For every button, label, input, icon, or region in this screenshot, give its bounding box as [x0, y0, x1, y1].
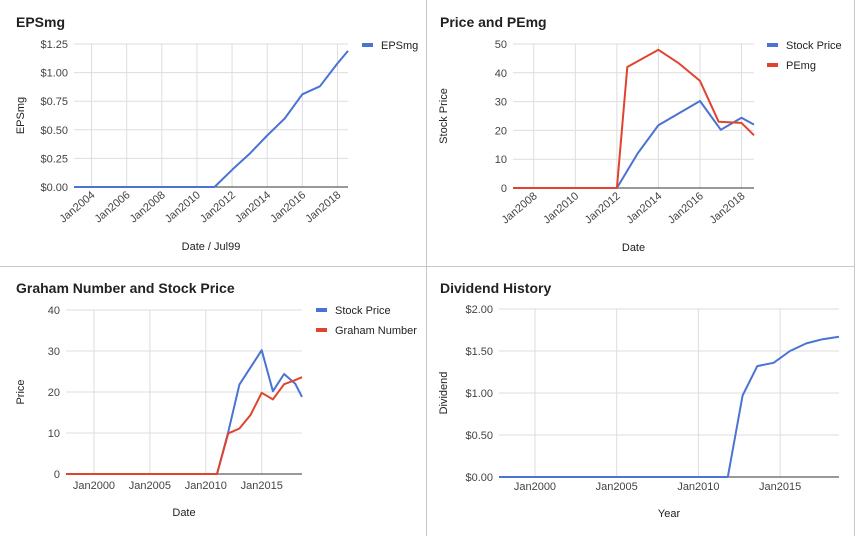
y-tick-label: 0: [54, 469, 60, 481]
x-tick-label: Jan2000: [73, 480, 115, 492]
y-tick-label: 30: [48, 346, 60, 358]
x-tick-label: Jan2014: [624, 190, 664, 226]
x-tick-label: Jan2012: [583, 190, 623, 226]
graham-number-chart-panel: Graham Number and Stock Price 0 10 20 30 40 Ja…: [0, 268, 427, 536]
legend-item[interactable]: Stock Price: [316, 305, 391, 317]
price-pemg-chart-panel: Price and PEmg 0 10 20 30 40 50 Jan2008 Jan2010 J…: [427, 0, 854, 268]
x-axis-title: Date: [172, 507, 195, 519]
y-tick-label: $0.00: [465, 472, 493, 484]
legend-item[interactable]: PEmg: [767, 60, 816, 72]
y-tick-label: $1.50: [465, 346, 493, 358]
y-tick-label: $0.25: [40, 153, 68, 165]
series-line-pemg: [513, 48, 755, 189]
y-tick-label: $0.50: [465, 430, 493, 442]
x-tick-label: Jan2016: [268, 189, 308, 225]
legend-swatch: [767, 43, 778, 47]
y-tick-label: $0.75: [40, 96, 68, 108]
legend-item[interactable]: Graham Number: [316, 325, 417, 337]
x-axis-title: Date: [622, 242, 645, 254]
price-pemg-chart-title: Price and PEmg: [440, 14, 547, 30]
y-tick-label: 40: [48, 305, 60, 317]
legend-label: Stock Price: [335, 305, 391, 317]
x-tick-label: Jan2004: [57, 189, 97, 225]
legend-label: PEmg: [786, 60, 816, 72]
y-tick-label: 30: [495, 97, 507, 109]
x-tick-label: Jan2008: [500, 190, 540, 226]
series-line-stock-price: [66, 349, 303, 475]
x-tick-label: Jan2010: [677, 481, 719, 493]
x-tick-label: Jan2015: [759, 481, 801, 493]
legend-swatch: [316, 328, 327, 332]
y-tick-label: $0.50: [40, 125, 68, 137]
x-tick-label: Jan2005: [596, 481, 638, 493]
graham-number-chart: Graham Number and Stock Price 0 10 20 30 40 Ja…: [15, 280, 417, 519]
y-axis-title: Dividend: [438, 372, 450, 415]
legend-label: EPSmg: [381, 40, 418, 52]
y-tick-label: $0.00: [40, 182, 68, 194]
legend-swatch: [767, 63, 778, 67]
dividend-history-chart: Dividend History $0.00 $0.50 $1.00 $1.50 $2.0…: [438, 280, 840, 520]
series-line: [499, 335, 840, 478]
legend-label: Stock Price: [786, 40, 842, 52]
epsmg-chart-panel: EPSmg $0.00 $0.25 $0.50 $0.75 $1.00 $1.25 Jan20…: [0, 0, 427, 268]
x-tick-label: Jan2010: [163, 189, 203, 225]
y-tick-label: 40: [495, 68, 507, 80]
dividend-history-chart-panel: Dividend History $0.00 $0.50 $1.00 $1.50 $2.0…: [427, 268, 854, 536]
horizontal-divider: [0, 266, 855, 267]
x-tick-label: Jan2016: [666, 190, 706, 226]
x-axis-title: Year: [658, 508, 681, 520]
y-tick-label: 10: [48, 428, 60, 440]
y-tick-label: 20: [48, 387, 60, 399]
series-line-stock-price: [513, 100, 755, 189]
y-tick-label: 0: [501, 183, 507, 195]
x-tick-label: Jan2014: [233, 189, 273, 225]
x-tick-label: Jan2010: [541, 190, 581, 226]
y-tick-label: $1.25: [40, 39, 68, 51]
x-tick-label: Jan2005: [129, 480, 171, 492]
series-line-graham-number: [66, 376, 303, 475]
x-tick-label: Jan2000: [514, 481, 556, 493]
x-tick-label: Jan2006: [93, 189, 133, 225]
x-tick-label: Jan2010: [185, 480, 227, 492]
epsmg-chart: EPSmg $0.00 $0.25 $0.50 $0.75 $1.00 $1.25 Jan20…: [15, 14, 418, 253]
y-tick-label: 20: [495, 125, 507, 137]
epsmg-chart-title: EPSmg: [16, 14, 65, 30]
vertical-divider: [426, 0, 427, 536]
y-axis-title: Price: [15, 379, 27, 404]
y-tick-label: $2.00: [465, 304, 493, 316]
y-tick-label: 50: [495, 39, 507, 51]
legend-swatch: [362, 43, 373, 47]
y-tick-label: $1.00: [465, 388, 493, 400]
y-tick-label: 10: [495, 154, 507, 166]
x-tick-label: Jan2018: [707, 190, 747, 226]
y-tick-label: $1.00: [40, 68, 68, 80]
x-tick-label: Jan2015: [241, 480, 283, 492]
series-line-epsmg: [74, 50, 349, 188]
graham-chart-title: Graham Number and Stock Price: [16, 280, 235, 296]
x-tick-label: Jan2012: [198, 189, 238, 225]
legend-swatch: [316, 308, 327, 312]
x-axis-title: Date / Jul99: [182, 241, 241, 253]
legend-label: Graham Number: [335, 325, 417, 337]
dividend-chart-title: Dividend History: [440, 280, 551, 296]
legend-item[interactable]: Stock Price: [767, 40, 842, 52]
legend-item[interactable]: EPSmg: [362, 40, 418, 52]
y-axis-title: EPSmg: [15, 97, 27, 134]
x-tick-label: Jan2008: [128, 189, 168, 225]
y-axis-title: Stock Price: [438, 88, 450, 144]
x-tick-label: Jan2018: [303, 189, 343, 225]
